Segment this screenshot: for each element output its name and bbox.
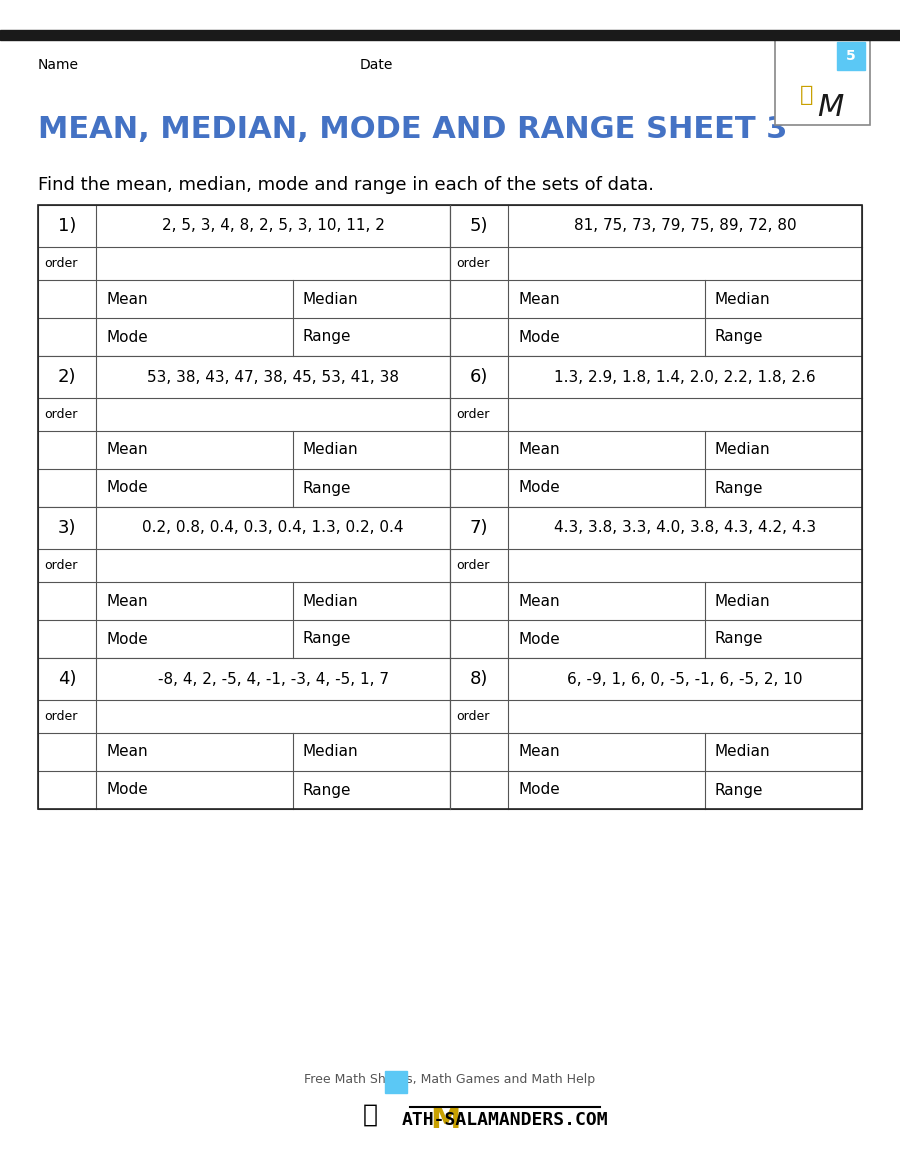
Text: Range: Range <box>715 632 763 646</box>
Text: Median: Median <box>303 745 358 759</box>
Text: 0.2, 0.8, 0.4, 0.3, 0.4, 1.3, 0.2, 0.4: 0.2, 0.8, 0.4, 0.3, 0.4, 1.3, 0.2, 0.4 <box>142 520 404 535</box>
Text: Range: Range <box>303 782 352 797</box>
Text: order: order <box>44 257 77 270</box>
Text: Range: Range <box>303 329 352 345</box>
Text: ATH-SALAMANDERS.COM: ATH-SALAMANDERS.COM <box>401 1110 608 1129</box>
Text: Mode: Mode <box>106 632 148 646</box>
Text: Mean: Mean <box>518 442 560 457</box>
Text: order: order <box>456 257 490 270</box>
Text: order: order <box>44 559 77 572</box>
Text: Mean: Mean <box>106 442 148 457</box>
Text: Name: Name <box>38 58 79 72</box>
Text: Median: Median <box>715 594 770 609</box>
Text: 🐆: 🐆 <box>800 85 814 105</box>
Text: 6, -9, 1, 6, 0, -5, -1, 6, -5, 2, 10: 6, -9, 1, 6, 0, -5, -1, 6, -5, 2, 10 <box>567 672 803 687</box>
Text: 4): 4) <box>58 670 76 688</box>
Bar <box>385 1071 407 1093</box>
Text: Median: Median <box>303 442 358 457</box>
Text: Mean: Mean <box>518 745 560 759</box>
Text: 1.3, 2.9, 1.8, 1.4, 2.0, 2.2, 1.8, 2.6: 1.3, 2.9, 1.8, 1.4, 2.0, 2.2, 1.8, 2.6 <box>554 369 815 384</box>
Text: order: order <box>456 409 490 421</box>
Text: Range: Range <box>715 782 763 797</box>
Text: Median: Median <box>303 291 358 306</box>
Text: Median: Median <box>715 291 770 306</box>
Bar <box>450 658 862 809</box>
Text: order: order <box>456 559 490 572</box>
Text: 2, 5, 3, 4, 8, 2, 5, 3, 10, 11, 2: 2, 5, 3, 4, 8, 2, 5, 3, 10, 11, 2 <box>162 219 384 234</box>
Text: 5): 5) <box>470 217 488 235</box>
Text: 1): 1) <box>58 217 76 235</box>
Text: Median: Median <box>303 594 358 609</box>
Text: 2): 2) <box>58 368 76 386</box>
Text: 4.3, 3.8, 3.3, 4.0, 3.8, 4.3, 4.2, 4.3: 4.3, 3.8, 3.3, 4.0, 3.8, 4.3, 4.2, 4.3 <box>554 520 816 535</box>
Bar <box>450 508 862 658</box>
Text: 5: 5 <box>846 49 856 63</box>
Bar <box>38 205 862 809</box>
Text: Find the mean, median, mode and range in each of the sets of data.: Find the mean, median, mode and range in… <box>38 176 654 194</box>
Text: Median: Median <box>715 442 770 457</box>
Text: Mean: Mean <box>518 594 560 609</box>
Text: order: order <box>44 409 77 421</box>
Bar <box>38 205 450 356</box>
Text: MEAN, MEDIAN, MODE AND RANGE SHEET 3: MEAN, MEDIAN, MODE AND RANGE SHEET 3 <box>38 115 787 144</box>
Text: Range: Range <box>303 632 352 646</box>
Bar <box>38 658 450 809</box>
Text: Mode: Mode <box>518 782 560 797</box>
Text: 53, 38, 43, 47, 38, 45, 53, 41, 38: 53, 38, 43, 47, 38, 45, 53, 41, 38 <box>147 369 399 384</box>
Text: 5: 5 <box>392 1099 400 1109</box>
Text: Mode: Mode <box>106 782 148 797</box>
Text: Mode: Mode <box>518 481 560 496</box>
Bar <box>0 30 900 40</box>
Text: Range: Range <box>303 481 352 496</box>
Bar <box>450 356 862 508</box>
Bar <box>837 42 865 70</box>
Text: order: order <box>44 710 77 723</box>
Text: Mode: Mode <box>106 481 148 496</box>
Text: Mode: Mode <box>518 632 560 646</box>
Text: Mode: Mode <box>106 329 148 345</box>
Bar <box>38 508 450 658</box>
Text: Range: Range <box>715 481 763 496</box>
Bar <box>775 40 870 125</box>
Text: Mean: Mean <box>106 291 148 306</box>
Text: Mode: Mode <box>518 329 560 345</box>
Text: 6): 6) <box>470 368 488 386</box>
Bar <box>450 205 862 356</box>
Text: 🐆: 🐆 <box>363 1103 377 1127</box>
Text: M: M <box>430 1106 460 1135</box>
Text: order: order <box>456 710 490 723</box>
Bar <box>38 356 450 508</box>
Text: 81, 75, 73, 79, 75, 89, 72, 80: 81, 75, 73, 79, 75, 89, 72, 80 <box>573 219 796 234</box>
Text: 3): 3) <box>58 519 76 537</box>
Text: Median: Median <box>715 745 770 759</box>
Text: Mean: Mean <box>106 594 148 609</box>
Text: Mean: Mean <box>106 745 148 759</box>
Text: Free Math Sheets, Math Games and Math Help: Free Math Sheets, Math Games and Math He… <box>304 1073 596 1086</box>
Text: M: M <box>817 93 843 122</box>
Text: Mean: Mean <box>518 291 560 306</box>
Text: 7): 7) <box>470 519 488 537</box>
Text: 8): 8) <box>470 670 488 688</box>
Text: -8, 4, 2, -5, 4, -1, -3, 4, -5, 1, 7: -8, 4, 2, -5, 4, -1, -3, 4, -5, 1, 7 <box>158 672 389 687</box>
Text: Date: Date <box>360 58 393 72</box>
Text: Range: Range <box>715 329 763 345</box>
